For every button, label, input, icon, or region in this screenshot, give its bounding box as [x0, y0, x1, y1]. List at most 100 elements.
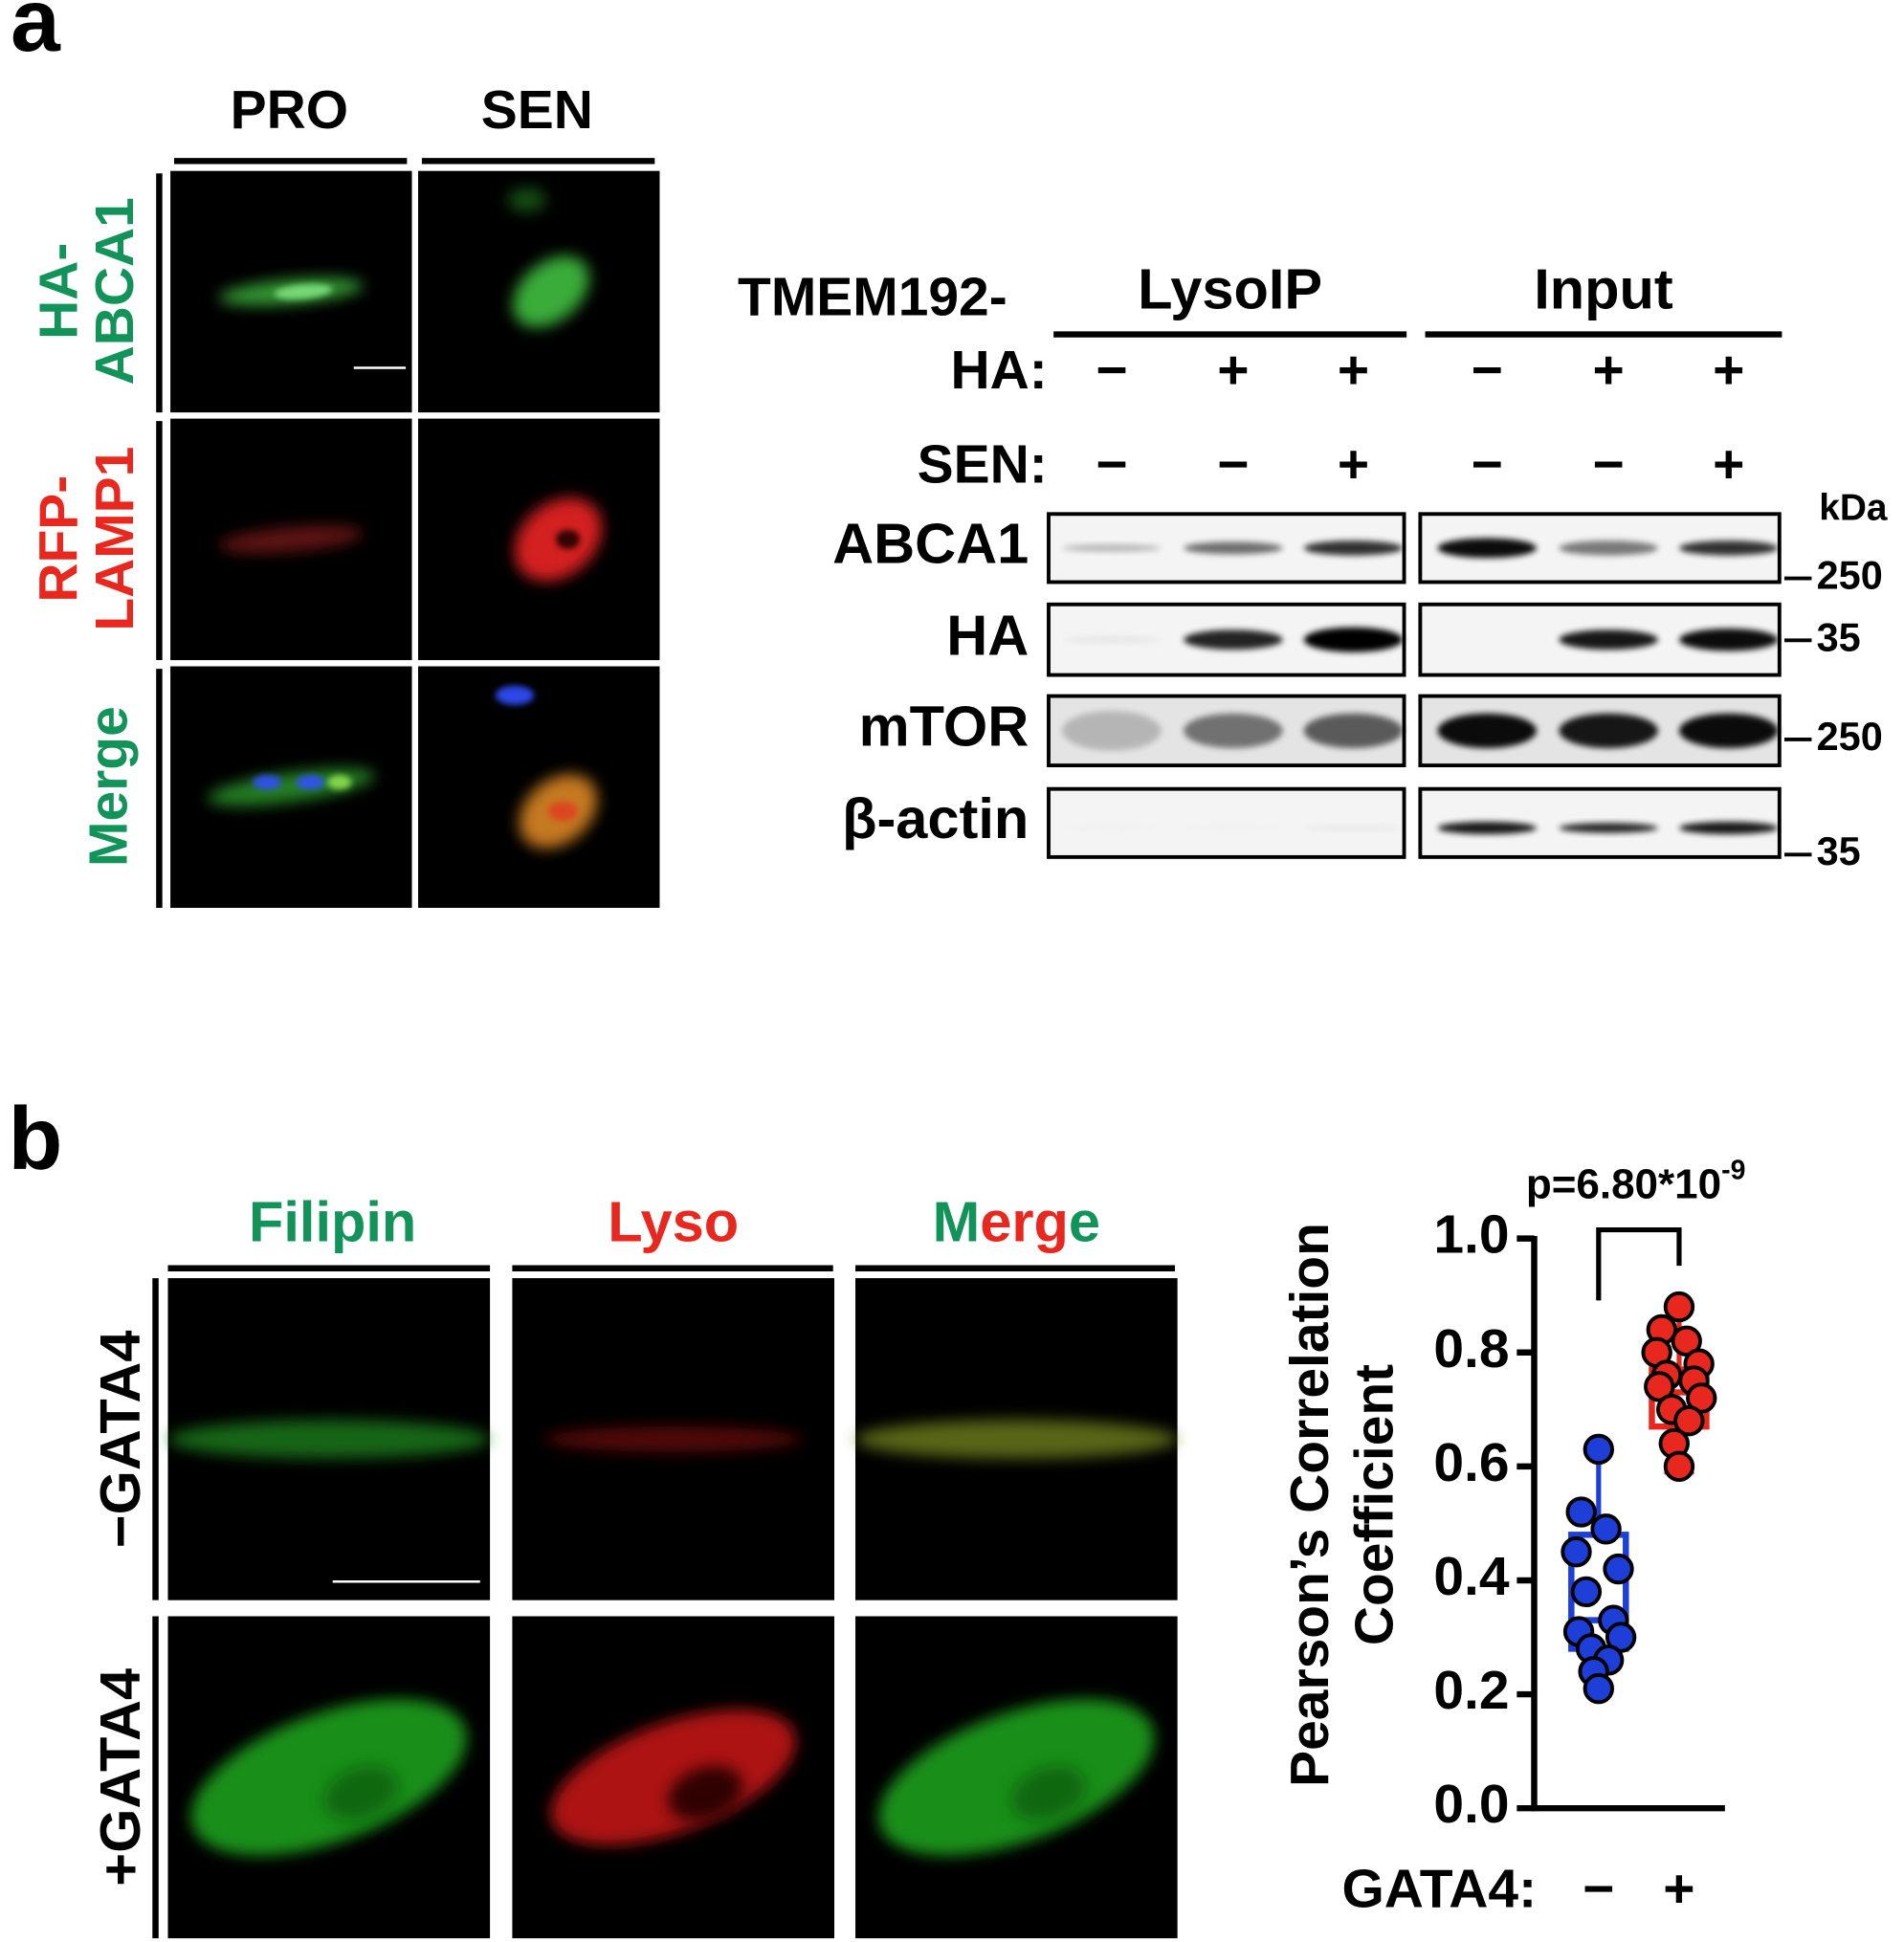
data-point: [1570, 1576, 1603, 1608]
significance-bracket: [1596, 1226, 1682, 1301]
y-tick-label: 0.8: [1433, 1318, 1509, 1379]
blot-band: [1062, 711, 1162, 751]
data-point: [1583, 1433, 1614, 1466]
y-tick-label: 0.0: [1433, 1774, 1509, 1835]
x-tick-label: +: [1663, 1858, 1694, 1919]
blot-group: LysoIP: [1138, 257, 1322, 321]
annotation-text: p=6.80*10: [1526, 1160, 1721, 1207]
column-header: PRO: [231, 79, 348, 141]
x-tick-label: −: [1583, 1858, 1614, 1919]
condition-sign: −: [1472, 340, 1503, 401]
blot-band: [1062, 635, 1162, 644]
cell-signal: [218, 525, 364, 554]
cell-signal: [296, 775, 325, 790]
band-label: β-actin: [842, 786, 1029, 850]
row-label: Merge: [77, 706, 139, 867]
kda-marker: 35: [1817, 829, 1861, 873]
blot-band: [1184, 713, 1283, 748]
data-point: [1583, 1672, 1614, 1705]
blot-band: [1559, 713, 1658, 748]
column-header-part: e: [1069, 1189, 1100, 1253]
cell-signal: [274, 283, 333, 299]
blot-band: [1678, 629, 1779, 651]
cell-signal: [550, 1710, 796, 1845]
column-header: Filipin: [249, 1189, 416, 1253]
blot-band: [1184, 541, 1283, 555]
data-point: [1603, 1553, 1634, 1585]
blot-band: [1062, 826, 1162, 830]
condition-sign: +: [1217, 340, 1249, 401]
blot-construct: TMEM192-: [738, 267, 1007, 328]
kda-marker: 35: [1817, 615, 1861, 659]
cell-signal: [512, 255, 589, 328]
data-point: [1673, 1405, 1705, 1437]
panel-label: a: [11, 0, 61, 70]
cell-signal: [668, 1765, 743, 1821]
column-header-part: rg: [1011, 1189, 1069, 1253]
row-label: ABCA1: [84, 197, 145, 385]
cell-signal: [878, 1699, 1155, 1856]
y-tick-label: 1.0: [1433, 1204, 1509, 1266]
y-tick-label: 0.2: [1433, 1660, 1509, 1721]
blot-band: [1559, 629, 1658, 651]
data-point: [1565, 1496, 1597, 1528]
condition-sign: −: [1472, 433, 1503, 495]
cell-signal: [190, 1699, 467, 1856]
condition-sign: −: [1593, 433, 1625, 495]
row-label: −GATA4: [88, 1331, 152, 1549]
condition-sign: +: [1593, 340, 1625, 401]
condition-sign: +: [1338, 433, 1369, 495]
annotation: p=6.80*10-9: [1526, 1155, 1746, 1207]
cell-signal: [167, 1420, 491, 1459]
y-tick-label: 0.4: [1433, 1546, 1509, 1607]
annotation-exponent: -9: [1721, 1155, 1745, 1185]
cell-signal: [252, 775, 282, 790]
column-header: SEN: [481, 79, 593, 141]
blot-band: [1678, 541, 1779, 556]
blot-band: [1678, 713, 1779, 748]
cell-signal: [507, 188, 546, 212]
band-label: HA: [946, 603, 1029, 667]
condition-sign: −: [1096, 433, 1127, 495]
kda-marker: 250: [1817, 554, 1883, 598]
cell-signal: [327, 775, 352, 790]
kda-unit: kDa: [1819, 488, 1888, 529]
band-label: ABCA1: [832, 512, 1029, 576]
condition-sign: −: [1217, 433, 1249, 495]
row-label: +GATA4: [88, 1668, 152, 1887]
cell-signal: [323, 1765, 399, 1821]
blot-band: [1559, 541, 1658, 556]
blot-band: [1303, 825, 1404, 831]
column-header: Merge: [933, 1189, 1100, 1253]
data-point: [1663, 1450, 1695, 1483]
panel-label: b: [8, 1089, 62, 1188]
condition-label: SEN:: [918, 433, 1048, 495]
blot-band: [1303, 627, 1404, 652]
y-tick-label: 0.6: [1433, 1432, 1509, 1493]
blot-band: [1184, 826, 1283, 830]
cell-signal: [1010, 1765, 1087, 1821]
cell-signal: [548, 801, 578, 822]
blot-group: Input: [1534, 257, 1673, 321]
cell-signal: [544, 1425, 803, 1452]
band-label: mTOR: [859, 695, 1029, 759]
data-point: [1663, 1291, 1695, 1323]
blot-band: [1303, 713, 1404, 748]
column-header-part: e: [980, 1189, 1011, 1253]
blot-band: [1303, 541, 1404, 556]
blot-band: [1437, 713, 1538, 748]
condition-sign: +: [1713, 340, 1744, 401]
cell-signal: [855, 1420, 1178, 1459]
column-header-part: M: [933, 1189, 981, 1253]
row-label: RFP-: [28, 475, 89, 603]
row-label: LAMP1: [84, 447, 145, 631]
y-axis-label: Coefficient: [1343, 1364, 1405, 1645]
cell-signal: [495, 685, 535, 705]
condition-sign: +: [1713, 433, 1744, 495]
cell-signal: [555, 529, 581, 549]
kda-marker: 250: [1817, 715, 1883, 759]
blot-band: [1437, 821, 1538, 834]
condition-sign: −: [1096, 340, 1127, 401]
data-point: [1561, 1536, 1592, 1568]
